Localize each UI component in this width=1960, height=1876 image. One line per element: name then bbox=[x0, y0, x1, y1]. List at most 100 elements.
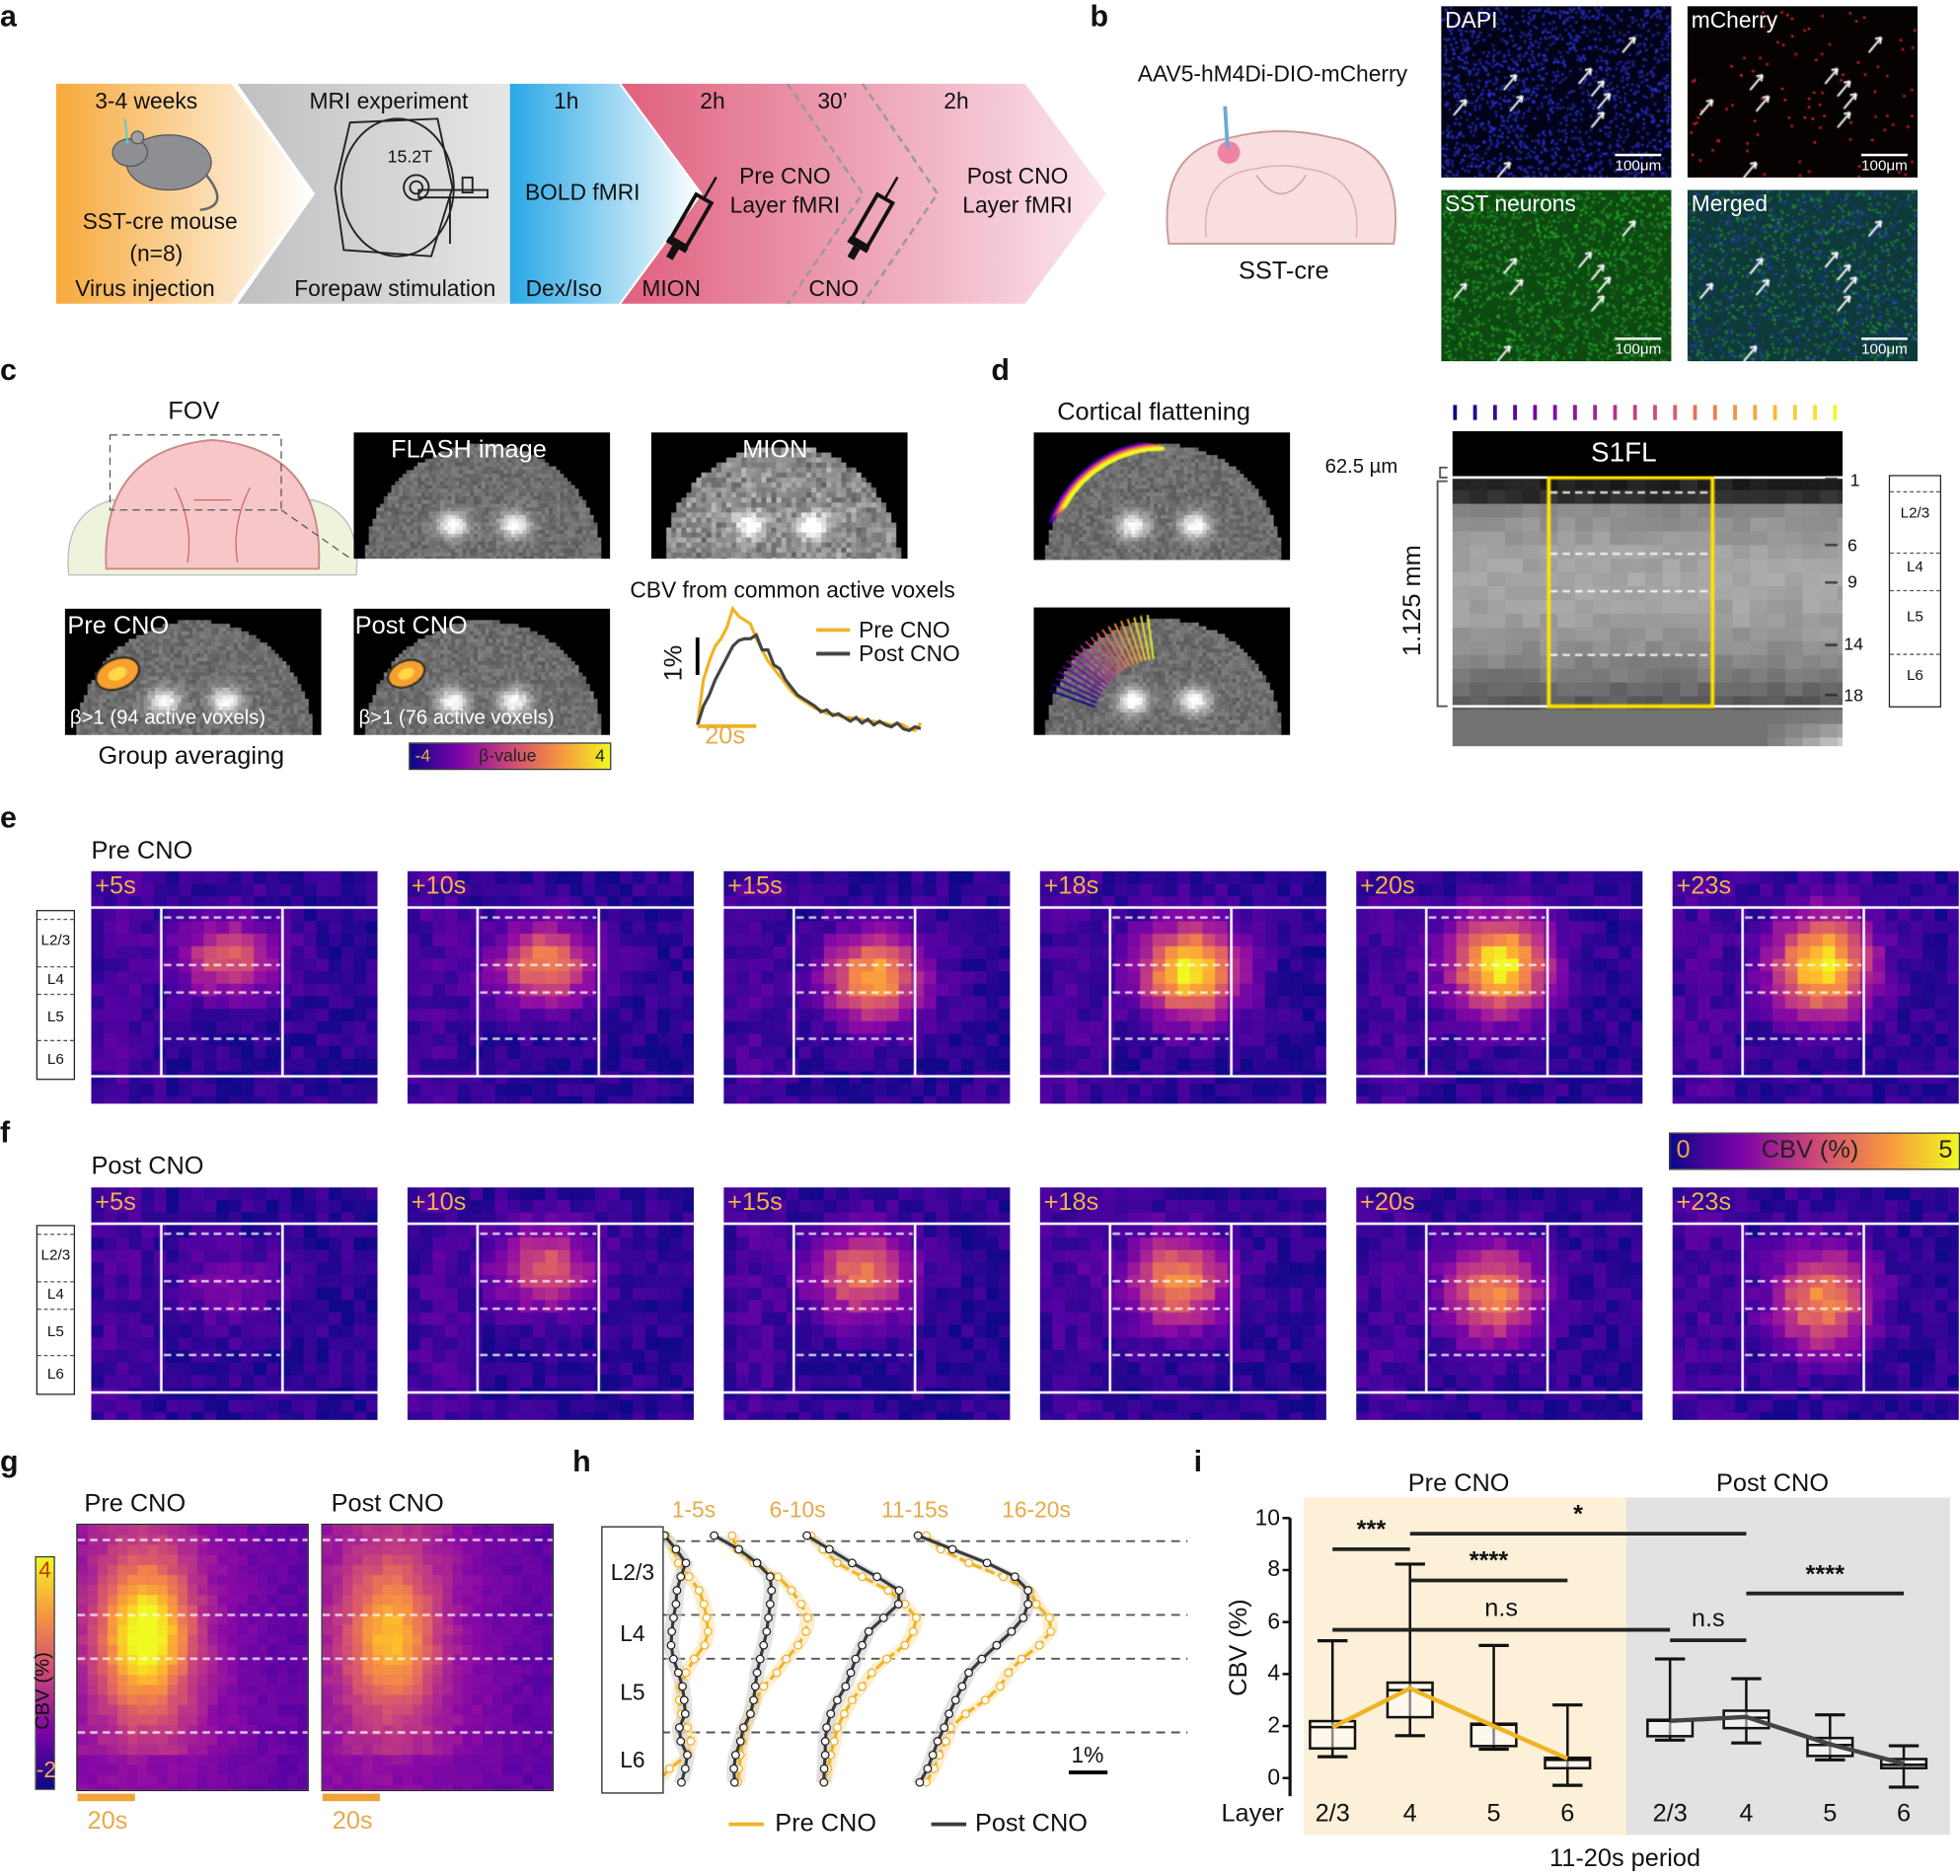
post-cno-label: Post CNO bbox=[354, 612, 468, 640]
pre-cno-depth-time-map bbox=[76, 1523, 309, 1792]
time-label: +15s bbox=[727, 872, 783, 900]
duration-label: 1h bbox=[554, 88, 579, 114]
profile-point-post bbox=[678, 1682, 687, 1691]
post-cno-depth-time-map bbox=[321, 1523, 555, 1792]
profile-point-pre bbox=[848, 1695, 857, 1705]
duration-label: 30’ bbox=[817, 88, 848, 114]
profile-point-pre bbox=[1044, 1613, 1054, 1622]
layer-label: L4 bbox=[46, 969, 64, 988]
layer-label: L2/3 bbox=[1900, 503, 1930, 522]
profile-point-post bbox=[977, 1654, 987, 1664]
time-label: +5s bbox=[95, 1188, 136, 1217]
layer-label: L6 bbox=[1906, 666, 1923, 684]
profile-point-post bbox=[928, 1750, 938, 1760]
significance-label: *** bbox=[1356, 1516, 1387, 1544]
heatmap-frame: +23s bbox=[1672, 870, 1959, 1104]
profile-point-pre bbox=[759, 1682, 769, 1691]
profile-point-pre bbox=[883, 1586, 893, 1596]
layer-label: L5 bbox=[620, 1680, 645, 1705]
heatmap-frame: +15s bbox=[723, 870, 1011, 1104]
category-label: 6 bbox=[1896, 1799, 1912, 1828]
heatmap-frame: +23s bbox=[1672, 1187, 1959, 1420]
category-label: 4 bbox=[1402, 1799, 1417, 1828]
profile-point-post bbox=[864, 1626, 873, 1636]
profile-point-post bbox=[1018, 1613, 1028, 1622]
pre-cno-title: Pre CNO bbox=[91, 837, 193, 865]
profile-point-pre bbox=[858, 1682, 867, 1691]
post-layer-label: Post CNO bbox=[966, 163, 1069, 189]
beta-colorbar: -4 β-value 4 bbox=[409, 742, 612, 771]
profile-point-pre bbox=[881, 1654, 891, 1664]
heatmap-frame: +5s bbox=[91, 1187, 378, 1420]
profile-point-post bbox=[749, 1695, 758, 1705]
divider-dashed bbox=[861, 83, 940, 305]
significance-label: **** bbox=[1805, 1560, 1845, 1589]
colorbar-min: -2 bbox=[36, 1757, 57, 1783]
group-averaging-label: Group averaging bbox=[98, 742, 285, 771]
syringe-icon bbox=[847, 176, 899, 261]
boxplot-chart bbox=[1282, 1497, 1950, 1836]
layer-legend-box-f: L2/3 L4 L5 L6 bbox=[36, 1225, 75, 1395]
colorbar-max: 5 bbox=[1938, 1136, 1953, 1164]
mouse-icon bbox=[112, 118, 219, 212]
profile-point-pre bbox=[839, 1709, 849, 1719]
depth-tick: 14 bbox=[1844, 634, 1863, 654]
profile-point-post bbox=[672, 1586, 682, 1596]
depth-tick: 1 bbox=[1849, 470, 1860, 490]
legend-post: Post CNO bbox=[859, 640, 960, 667]
significance-label: n.s bbox=[1691, 1605, 1725, 1633]
micrograph-dapi: DAPI 100μm bbox=[1441, 6, 1672, 178]
profile-point-post bbox=[738, 1723, 748, 1733]
group-title-post: Post CNO bbox=[1716, 1469, 1830, 1498]
post-layer-label: Layer fMRI bbox=[962, 192, 1073, 218]
layer-label: L6 bbox=[46, 1365, 64, 1383]
profile-point-post bbox=[964, 1668, 973, 1678]
profile-point-post bbox=[730, 1750, 740, 1760]
profile-point-post bbox=[944, 1709, 954, 1719]
layer-label: L2/3 bbox=[610, 1559, 655, 1586]
trace-title: CBV from common active voxels bbox=[630, 577, 955, 603]
profile-point-post bbox=[671, 1544, 681, 1554]
profile-point-pre bbox=[772, 1668, 782, 1678]
profile-point-post bbox=[679, 1695, 689, 1705]
profile-point-post bbox=[676, 1737, 686, 1746]
stim-label: 20s bbox=[87, 1807, 128, 1836]
y-tick-label: 8 bbox=[1267, 1556, 1280, 1582]
period-label: 6-10s bbox=[769, 1497, 826, 1523]
profile-point-pre bbox=[682, 1723, 692, 1733]
profile-point-post bbox=[680, 1709, 690, 1719]
profile-point-post bbox=[923, 1763, 933, 1773]
category-label: 5 bbox=[1823, 1799, 1838, 1828]
profile-point-post bbox=[851, 1654, 861, 1664]
period-label: 11-15s bbox=[881, 1497, 949, 1523]
layer-label: L2/3 bbox=[40, 1245, 71, 1264]
depth-tick: 9 bbox=[1847, 570, 1857, 592]
micrograph-label: SST neurons bbox=[1445, 190, 1576, 217]
micrograph-mcherry: mCherry 100μm bbox=[1687, 6, 1918, 178]
profile-point-pre bbox=[912, 1613, 921, 1622]
x-axis-label: 11-20s period bbox=[1549, 1844, 1701, 1873]
post-cno-title: Post CNO bbox=[91, 1152, 204, 1180]
profile-point-post bbox=[824, 1544, 834, 1554]
profile-point-post bbox=[752, 1558, 762, 1568]
profile-point-post bbox=[957, 1682, 967, 1691]
significance-label: * bbox=[1573, 1501, 1584, 1530]
category-label: 2/3 bbox=[1315, 1799, 1350, 1828]
profile-point-pre bbox=[787, 1586, 796, 1596]
heatmap-frame: +20s bbox=[1356, 870, 1643, 1104]
heatmap-frame: +18s bbox=[1039, 1187, 1326, 1420]
profile-point-post bbox=[1023, 1600, 1033, 1609]
profile-point-post bbox=[1010, 1572, 1019, 1582]
profile-point-pre bbox=[832, 1558, 842, 1568]
profile-point-post bbox=[729, 1777, 739, 1787]
trace-post bbox=[696, 633, 922, 733]
layer-label: L5 bbox=[46, 1007, 64, 1025]
profile-point-post bbox=[673, 1668, 683, 1678]
g-post-title: Post CNO bbox=[331, 1489, 444, 1518]
profile-point-post bbox=[1023, 1586, 1033, 1596]
profile-point-pre bbox=[1046, 1626, 1056, 1636]
heatmap-frame: +5s bbox=[91, 870, 378, 1104]
legend-swatch-pre bbox=[728, 1822, 764, 1827]
flash-label: FLASH image bbox=[391, 436, 547, 464]
